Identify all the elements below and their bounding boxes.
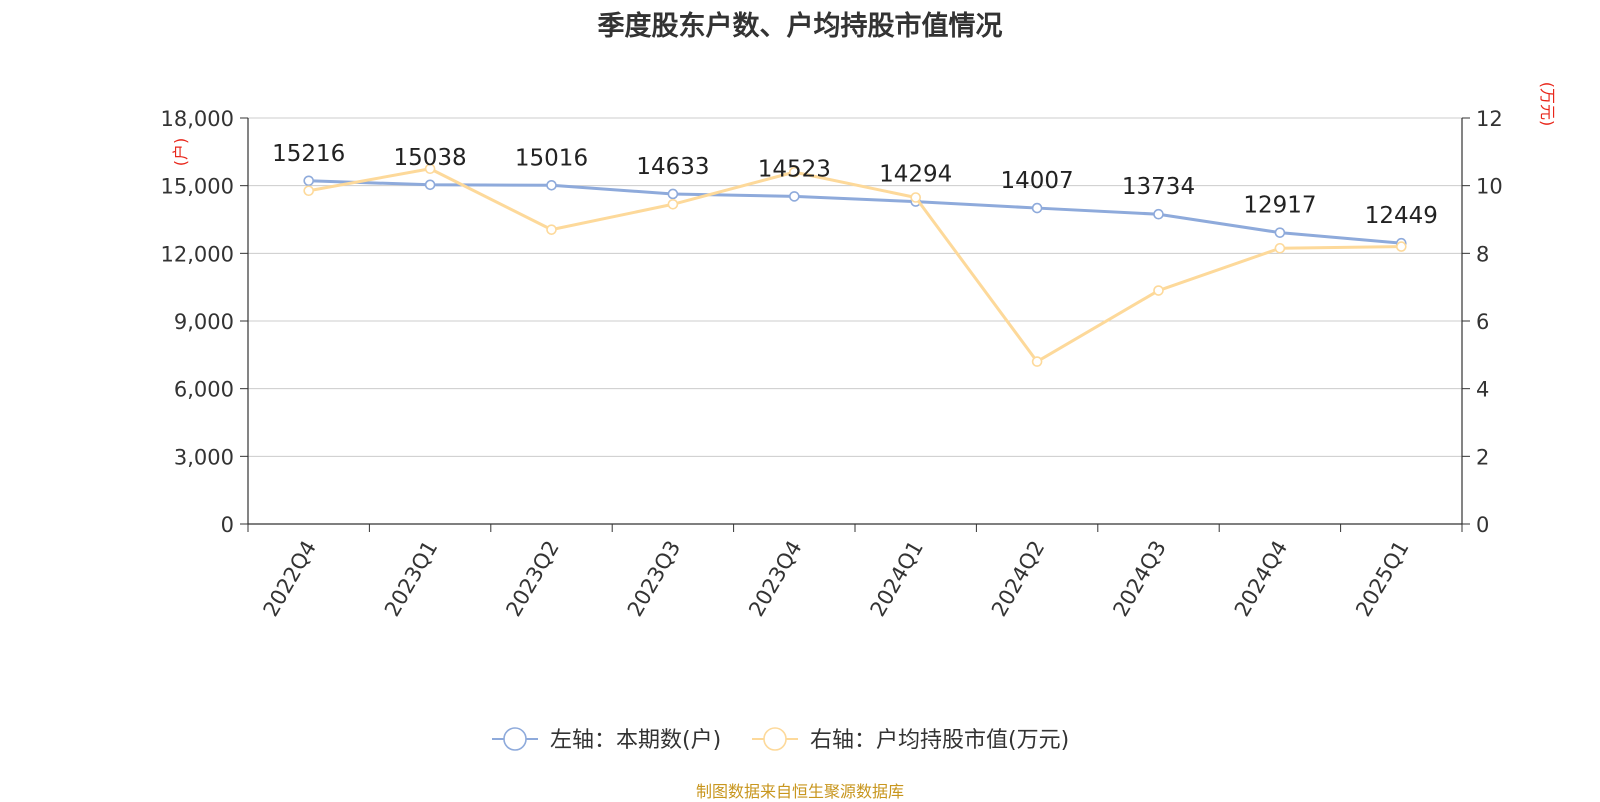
right-axis-tick-label: 4 <box>1476 378 1489 402</box>
households-point <box>546 180 557 191</box>
left-axis-tick-label: 12,000 <box>161 242 234 266</box>
x-axis-tick-label: 2023Q4 <box>744 537 806 621</box>
series-right-line <box>303 163 1407 367</box>
x-axis-tick-label: 2024Q2 <box>987 537 1049 621</box>
data-label: 14007 <box>1001 168 1074 194</box>
households-point <box>667 188 679 200</box>
x-axis-tick-label: 2023Q3 <box>623 537 685 621</box>
avg-holding-point <box>424 163 436 175</box>
left-axis-tick-label: 18,000 <box>161 107 234 131</box>
data-label: 14633 <box>636 154 709 180</box>
left-axis-tick-label: 15,000 <box>161 175 234 199</box>
households-point <box>303 175 315 187</box>
avg-holding-point <box>546 224 557 235</box>
right-axis-tick-label: 10 <box>1476 175 1503 199</box>
right-axis-tick-label: 2 <box>1476 445 1489 469</box>
right-axis-tick-label: 6 <box>1476 310 1489 334</box>
x-axis-tick-label: 2024Q1 <box>866 537 928 621</box>
right-axis-tick-label: 0 <box>1476 513 1489 537</box>
data-label: 13734 <box>1122 174 1195 200</box>
avg-holding-point <box>1031 356 1043 367</box>
legend-marker <box>503 727 527 751</box>
avg-holding-point <box>788 166 800 178</box>
x-axis-tick-label: 2025Q1 <box>1351 537 1413 621</box>
avg-holding-point <box>1396 241 1407 252</box>
legend-item[interactable]: 左轴：本期数(户) <box>492 727 721 753</box>
grid-lines <box>248 117 1462 457</box>
data-label: 15016 <box>515 145 588 171</box>
avg-holding-point <box>667 198 679 210</box>
households-point <box>788 191 800 202</box>
x-axis-tick-label: 2024Q3 <box>1108 537 1170 621</box>
households-point <box>1031 202 1043 214</box>
data-label: 15216 <box>272 141 345 167</box>
data-label: 15038 <box>394 145 467 171</box>
x-axis-tick-label: 2022Q4 <box>259 537 321 621</box>
avg-holding-point <box>910 192 922 203</box>
right-axis-tick-label: 12 <box>1476 107 1503 131</box>
legend[interactable]: 左轴：本期数(户) 右轴：户均持股市值(万元) <box>492 727 1069 753</box>
right-axis-unit: (万元) <box>1538 82 1557 127</box>
axes: 0 3,000 6,000 9,000 12,000 15,000 18,000 0 2 4 6 8 1… <box>161 82 1557 621</box>
avg-holding-line <box>308 167 1402 364</box>
x-axis-tick-label: 2023Q1 <box>380 537 442 621</box>
legend-label: 右轴：户均持股市值(万元) <box>810 728 1069 753</box>
legend-item[interactable]: 右轴：户均持股市值(万元) <box>752 727 1069 753</box>
series-left-line <box>303 175 1407 249</box>
data-label: 12917 <box>1243 193 1316 219</box>
right-axis-tick-label: 8 <box>1476 242 1489 266</box>
avg-holding-point <box>303 185 315 197</box>
left-axis-tick-label: 0 <box>221 513 234 537</box>
left-axis-tick-label: 9,000 <box>174 310 234 334</box>
chart-title: 季度股东户数、户均持股市值情况 <box>597 11 1003 42</box>
legend-label: 左轴：本期数(户) <box>550 728 721 753</box>
data-label: 12449 <box>1365 203 1438 229</box>
data-labels: 15216 15038 15016 14633 14523 14294 14007 13734… <box>272 141 1438 229</box>
left-axis-tick-label: 6,000 <box>174 378 234 402</box>
data-label: 14523 <box>758 156 831 182</box>
source-note: 制图数据来自恒生聚源数据库 <box>695 782 904 801</box>
households-point <box>1274 227 1286 238</box>
x-axis-tick-label: 2024Q4 <box>1230 537 1292 621</box>
avg-holding-point <box>1153 285 1164 296</box>
data-label: 14294 <box>879 162 952 188</box>
households-point <box>1153 208 1164 220</box>
households-line <box>308 179 1402 245</box>
left-axis-unit: (户) <box>171 138 190 167</box>
left-axis-tick-label: 3,000 <box>174 445 234 469</box>
x-axis-tick-label: 2023Q2 <box>501 537 563 621</box>
avg-holding-point <box>1274 242 1286 254</box>
households-point <box>424 179 436 191</box>
legend-marker <box>763 727 787 751</box>
